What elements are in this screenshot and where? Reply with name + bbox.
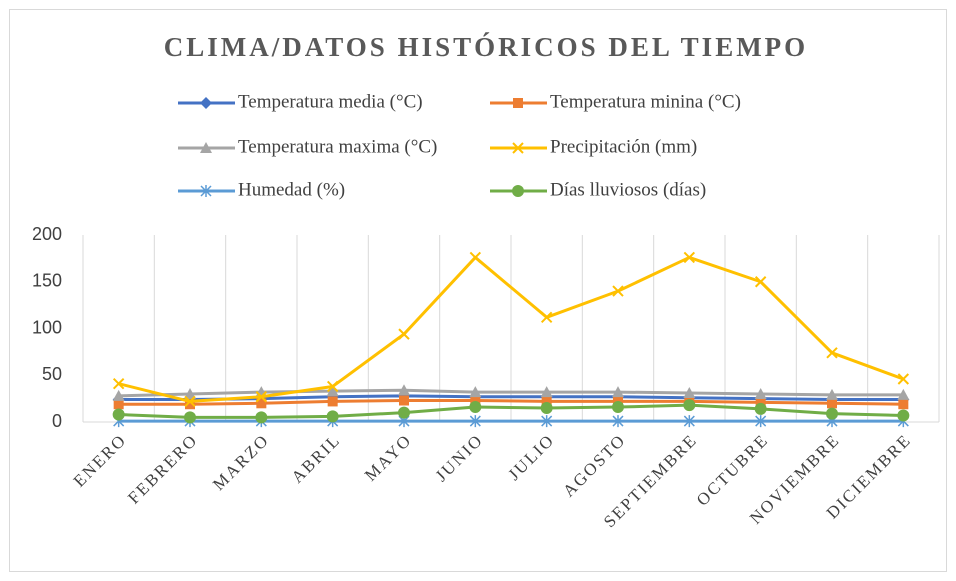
data-point (826, 388, 838, 400)
y-tick-label: 150 (32, 271, 62, 291)
legend-label: Humedad (%) (238, 179, 345, 200)
data-point (326, 385, 339, 397)
data-point (399, 395, 409, 406)
data-point (469, 386, 482, 398)
data-point (754, 402, 767, 415)
data-point (112, 389, 125, 401)
data-point (540, 401, 553, 414)
data-point (898, 399, 909, 410)
series-line (118, 388, 904, 398)
data-point (683, 415, 695, 428)
data-point (897, 388, 910, 400)
data-point (897, 373, 910, 385)
chart-title: CLIMA/DATOS HISTÓRICOS DEL TIEMPO (164, 32, 808, 62)
data-point (612, 386, 624, 398)
data-point (541, 396, 552, 407)
chart-border (9, 9, 947, 572)
legend-marker (513, 98, 523, 108)
data-point (755, 397, 766, 408)
y-tick-label: 50 (42, 364, 62, 384)
data-point (398, 384, 410, 396)
series-line (118, 398, 904, 406)
data-point (184, 387, 196, 399)
data-point (540, 386, 553, 398)
data-point (897, 409, 910, 422)
legend-marker (512, 142, 524, 154)
data-point (185, 399, 195, 410)
data-point (755, 415, 767, 428)
data-point (469, 415, 481, 428)
legend-label: Precipitación (mm) (550, 136, 697, 157)
y-tick-label: 200 (32, 224, 62, 244)
data-point (184, 411, 196, 424)
y-tick-label: 100 (32, 317, 62, 337)
data-point (326, 410, 339, 423)
legend-marker (512, 185, 524, 197)
legend-marker (200, 142, 212, 153)
series-line (118, 403, 904, 419)
data-point (326, 380, 339, 393)
data-point (327, 396, 338, 407)
data-point (255, 411, 268, 424)
data-point (398, 406, 410, 419)
data-point (754, 387, 767, 399)
data-point (683, 387, 696, 399)
data-point (113, 399, 124, 410)
data-point (184, 395, 196, 408)
y-tick-label: 0 (52, 411, 62, 431)
data-point (826, 407, 838, 420)
data-point (754, 276, 767, 288)
data-point (112, 408, 125, 421)
data-point (256, 398, 267, 409)
legend-label: Temperatura minina (°C) (550, 91, 741, 112)
data-point (112, 377, 125, 390)
data-point (683, 399, 696, 412)
legend-label: Temperatura maxima (°C) (238, 136, 437, 157)
legend-label: Días lluviosos (días) (550, 179, 706, 200)
data-point (612, 285, 624, 297)
data-point (470, 395, 481, 406)
data-point (469, 251, 482, 264)
data-point (612, 415, 624, 428)
data-point (826, 347, 838, 359)
data-point (612, 401, 624, 414)
legend-marker (200, 185, 212, 197)
data-point (398, 328, 410, 340)
data-point (683, 251, 696, 264)
legend-marker (200, 97, 212, 109)
data-point (469, 401, 482, 414)
series-line (118, 255, 904, 403)
data-point (541, 415, 553, 428)
legend-label: Temperatura media (°C) (238, 91, 423, 112)
data-point (540, 311, 553, 323)
data-point (827, 398, 837, 409)
data-point (255, 391, 268, 403)
